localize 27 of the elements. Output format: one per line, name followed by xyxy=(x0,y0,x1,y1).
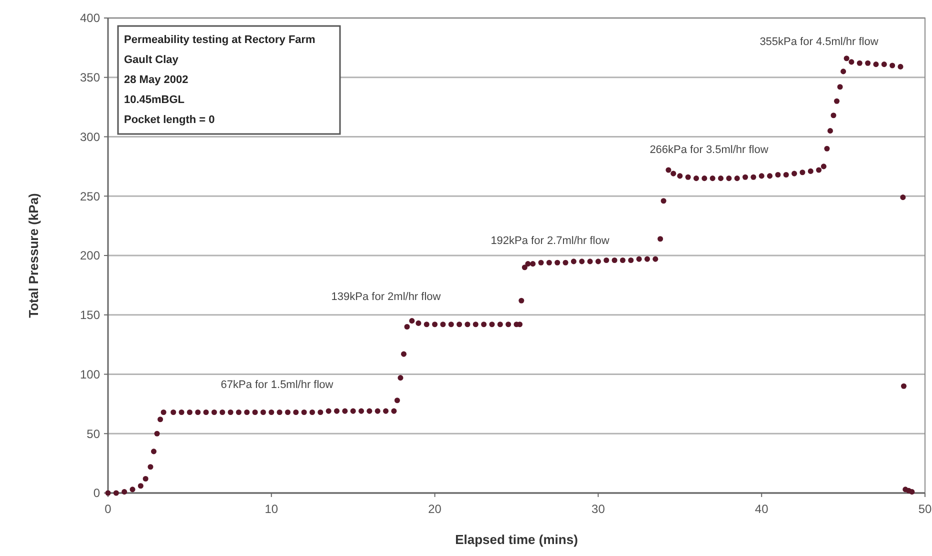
annotation: Pocket length = 0 xyxy=(124,114,215,126)
y-tick-label: 400 xyxy=(80,11,100,26)
annotation: 10.45mBGL xyxy=(124,94,185,106)
x-tick-label: 40 xyxy=(754,502,769,516)
x-tick-label: 30 xyxy=(592,502,606,516)
y-tick-label: 50 xyxy=(86,426,100,441)
annotation: 28 May 2002 xyxy=(124,74,188,86)
annotation: Permeability testing at Rectory Farm xyxy=(124,34,316,46)
annotation: 139kPa for 2ml/hr flow xyxy=(331,291,441,303)
y-tick-label: 100 xyxy=(80,367,100,382)
x-tick-label: 50 xyxy=(918,502,932,516)
x-tick-label: 0 xyxy=(104,502,112,516)
y-tick-label: 150 xyxy=(80,308,100,322)
annotation: Gault Clay xyxy=(124,54,180,66)
y-tick-label: 350 xyxy=(80,70,100,85)
annotation: 192kPa for 2.7ml/hr flow xyxy=(490,235,610,247)
y-tick-label: 250 xyxy=(80,189,100,204)
y-tick-label: 200 xyxy=(80,248,100,263)
x-axis-title: Elapsed time (mins) xyxy=(455,532,578,547)
x-tick-label: 20 xyxy=(428,502,442,516)
y-axis-title: Total Pressure (kPa) xyxy=(26,193,41,318)
y-tick-label: 300 xyxy=(80,130,100,144)
y-tick-label: 0 xyxy=(93,486,100,500)
annotation: 266kPa for 3.5ml/hr flow xyxy=(650,144,768,156)
annotation: 355kPa for 4.5ml/hr flow xyxy=(760,36,878,48)
x-tick-label: 10 xyxy=(264,502,278,516)
annotation: 67kPa for 1.5ml/hr flow xyxy=(220,379,334,391)
